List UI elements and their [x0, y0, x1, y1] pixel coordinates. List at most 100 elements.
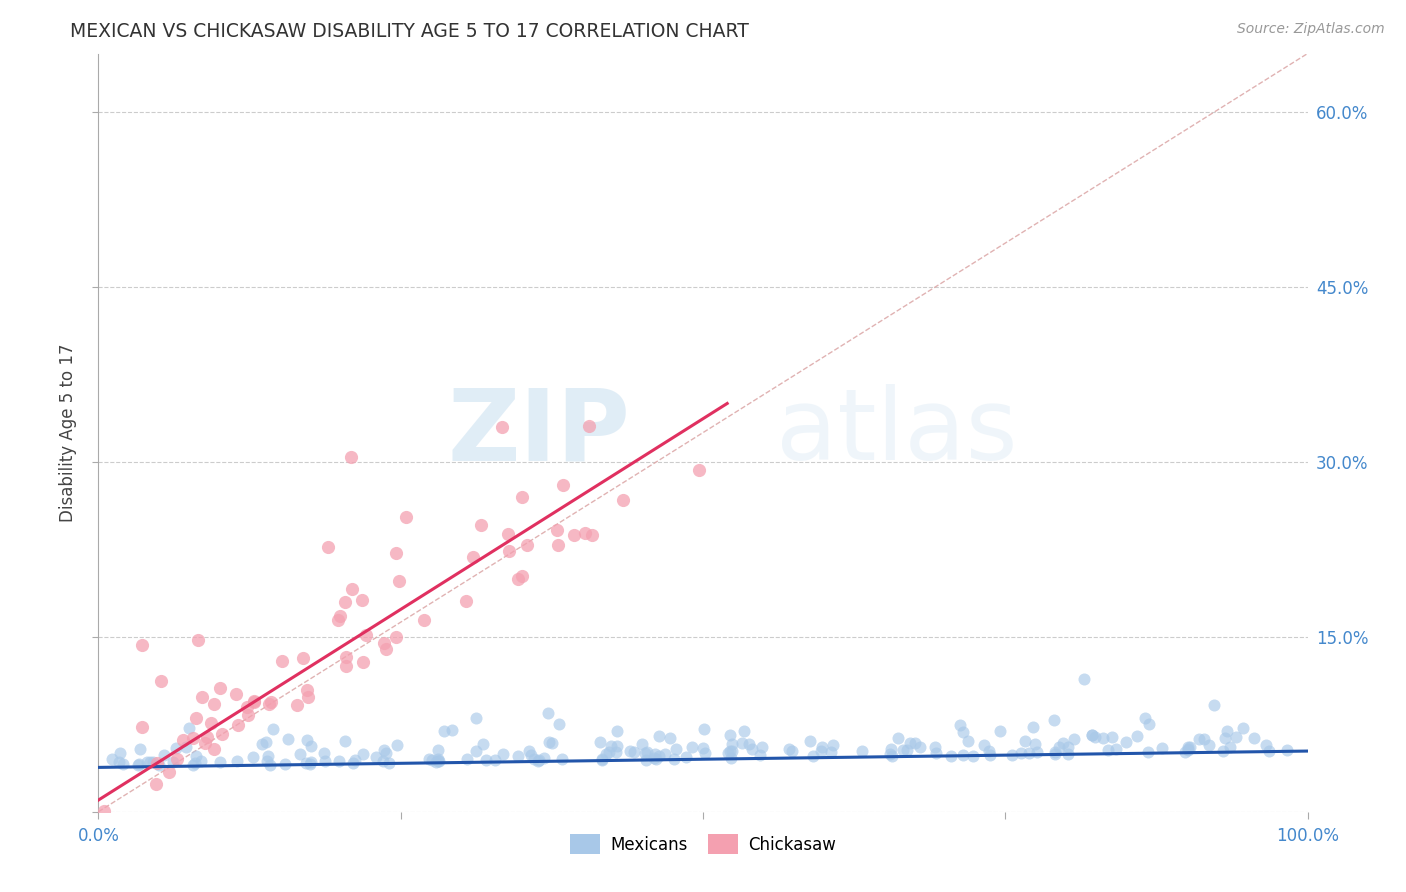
Point [1188, 732, 1211, 747]
Point [737, 737, 759, 751]
Point [720, 751, 742, 765]
Point [328, 754, 350, 768]
Point [780, 744, 803, 758]
Point [527, 753, 550, 767]
Point [352, 656, 374, 670]
Point [1021, 720, 1043, 734]
Point [373, 635, 395, 649]
Point [623, 745, 645, 759]
Point [1063, 732, 1085, 747]
Point [238, 708, 260, 723]
Point [1219, 740, 1241, 755]
Point [721, 743, 744, 757]
Point [1212, 744, 1234, 758]
Point [440, 723, 463, 737]
Point [644, 747, 666, 761]
Point [162, 755, 184, 769]
Point [412, 613, 434, 627]
Point [1043, 747, 1066, 761]
Point [630, 737, 652, 751]
Point [146, 756, 169, 770]
Point [181, 757, 204, 772]
Point [328, 613, 350, 627]
Point [200, 716, 222, 731]
Point [562, 527, 585, 541]
Point [1192, 732, 1215, 747]
Point [1213, 731, 1236, 746]
Point [546, 523, 568, 537]
Point [157, 764, 180, 779]
Point [226, 717, 249, 731]
Text: atlas: atlas [776, 384, 1017, 481]
Point [225, 687, 247, 701]
Point [142, 756, 165, 770]
Point [135, 755, 157, 769]
Point [801, 749, 824, 764]
Point [190, 754, 212, 768]
Point [578, 419, 600, 434]
Point [1014, 734, 1036, 748]
Point [512, 568, 534, 582]
Point [172, 732, 194, 747]
Point [887, 731, 910, 746]
Point [395, 509, 418, 524]
Point [506, 573, 529, 587]
Point [956, 734, 979, 748]
Point [1052, 736, 1074, 750]
Point [643, 751, 665, 765]
Point [388, 574, 411, 588]
Point [202, 742, 225, 756]
Point [1115, 735, 1137, 749]
Point [589, 734, 612, 748]
Point [314, 747, 336, 761]
Point [456, 594, 478, 608]
Point [150, 673, 173, 688]
Point [470, 518, 492, 533]
Point [1275, 743, 1298, 757]
Point [533, 751, 555, 765]
Point [681, 740, 703, 755]
Point [299, 755, 322, 769]
Point [492, 747, 515, 762]
Point [924, 740, 946, 755]
Point [1018, 747, 1040, 761]
Point [433, 723, 456, 738]
Point [1232, 722, 1254, 736]
Point [254, 735, 277, 749]
Point [427, 754, 450, 768]
Point [879, 747, 901, 761]
Point [1126, 729, 1149, 743]
Point [354, 628, 377, 642]
Point [290, 747, 312, 761]
Point [259, 697, 281, 711]
Point [211, 726, 233, 740]
Point [385, 630, 408, 644]
Point [1178, 740, 1201, 755]
Text: MEXICAN VS CHICKASAW DISABILITY AGE 5 TO 17 CORRELATION CHART: MEXICAN VS CHICKASAW DISABILITY AGE 5 TO… [70, 22, 749, 41]
Point [1198, 738, 1220, 752]
Point [299, 739, 322, 753]
Point [675, 749, 697, 764]
Point [108, 755, 131, 769]
Point [463, 549, 485, 564]
Point [465, 744, 488, 758]
Point [343, 752, 366, 766]
Point [880, 748, 903, 763]
Point [1073, 672, 1095, 686]
Point [139, 755, 162, 769]
Point [112, 757, 135, 772]
Point [422, 753, 444, 767]
Point [243, 695, 266, 709]
Y-axis label: Disability Age 5 to 17: Disability Age 5 to 17 [59, 343, 77, 522]
Point [891, 743, 914, 757]
Point [418, 752, 440, 766]
Point [129, 742, 152, 756]
Point [384, 546, 406, 560]
Point [692, 740, 714, 755]
Point [1174, 745, 1197, 759]
Point [1150, 741, 1173, 756]
Point [574, 526, 596, 541]
Point [1024, 737, 1046, 751]
Point [236, 699, 259, 714]
Point [634, 746, 657, 760]
